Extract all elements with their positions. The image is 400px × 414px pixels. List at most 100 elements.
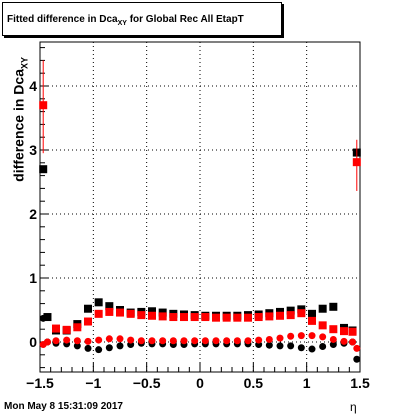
data-point-circle [116, 335, 124, 343]
data-point-circle [276, 334, 284, 342]
data-point-circle [223, 337, 231, 345]
data-point-circle [84, 337, 92, 345]
data-point-circle [148, 337, 156, 345]
data-point-circle [116, 342, 124, 350]
x-axis-label: η [350, 400, 357, 414]
data-point-circle [95, 336, 103, 344]
data-point-circle [180, 337, 188, 345]
data-point-square [352, 158, 361, 167]
data-point-circle [255, 336, 263, 344]
data-point-square [348, 327, 357, 336]
x-tick-label: 0.5 [244, 375, 264, 391]
data-point-circle [169, 337, 177, 345]
data-point-square [116, 308, 124, 317]
timestamp: Mon May 8 15:31:09 2017 [4, 401, 123, 412]
x-tick-label: 0 [196, 375, 204, 391]
y-tick-label: 2 [29, 206, 37, 222]
data-point-square [52, 324, 60, 333]
data-point-circle [127, 336, 135, 344]
y-tick-label: 4 [29, 78, 37, 94]
data-point-square [94, 298, 103, 307]
data-point-circle [73, 342, 81, 350]
data-point-square [84, 304, 92, 313]
data-point-circle [233, 337, 241, 345]
data-point-square [39, 165, 48, 174]
data-point-square [126, 309, 135, 318]
data-point-square [329, 325, 338, 334]
data-point-square [180, 313, 188, 322]
chart-title: Fitted difference in DcaXY for Global Re… [7, 14, 244, 27]
data-point-circle [276, 342, 284, 350]
data-point-circle [297, 344, 305, 352]
data-point-circle [319, 342, 327, 350]
data-point-square [244, 313, 252, 322]
data-point-square [39, 101, 48, 110]
data-point-square [308, 316, 316, 325]
data-point-square [318, 321, 327, 330]
data-point-circle [308, 332, 316, 340]
data-point-square [148, 307, 156, 316]
data-point-circle [201, 337, 209, 345]
data-point-square [73, 323, 82, 332]
data-point-square [254, 313, 263, 322]
data-point-square [286, 311, 295, 320]
data-point-square [105, 307, 114, 316]
data-point-circle [212, 337, 220, 345]
data-point-square [84, 317, 92, 326]
data-point-circle [287, 342, 295, 350]
data-point-square [265, 312, 274, 321]
data-point-circle [340, 337, 348, 345]
data-point-square [43, 313, 52, 322]
data-point-circle [349, 338, 357, 346]
y-tick-label: 0 [29, 334, 37, 350]
data-point-square [212, 313, 220, 322]
data-point-circle [137, 337, 145, 345]
data-point-circle [159, 337, 167, 345]
data-point-circle [73, 337, 81, 345]
data-point-square [329, 302, 338, 311]
data-point-circle [39, 314, 47, 322]
data-point-circle [353, 344, 361, 352]
data-point-square [340, 327, 348, 336]
data-point-square [137, 311, 146, 320]
data-point-circle [287, 332, 295, 340]
data-point-square [105, 302, 114, 311]
data-point-circle [353, 355, 361, 363]
data-point-circle [244, 337, 252, 345]
data-point-circle [52, 337, 60, 345]
y-tick-label: 1 [29, 270, 37, 286]
data-point-circle [84, 344, 92, 352]
data-point-circle [329, 335, 337, 343]
data-point-circle [191, 337, 199, 345]
data-point-circle [43, 338, 51, 346]
data-point-square [62, 325, 71, 334]
data-point-square [158, 312, 167, 321]
data-point-square [201, 313, 210, 322]
data-point-circle [329, 341, 337, 349]
x-tick-label: −1 [85, 375, 101, 391]
data-point-circle [308, 345, 316, 353]
data-point-circle [95, 346, 103, 354]
data-point-square [169, 313, 178, 322]
data-point-circle [105, 344, 113, 352]
data-point-square [286, 306, 295, 315]
data-point-circle [63, 336, 71, 344]
data-point-square [308, 309, 316, 318]
y-tick-label: 3 [29, 142, 37, 158]
x-tick-label: −1.5 [26, 375, 54, 391]
x-tick-label: 1 [303, 375, 311, 391]
data-point-square [94, 309, 103, 318]
data-point-square [276, 311, 284, 320]
data-point-circle [105, 335, 113, 343]
data-point-square [222, 313, 231, 322]
data-point-circle [265, 335, 273, 343]
data-point-square [190, 313, 199, 322]
data-point-circle [297, 332, 305, 340]
data-point-square [318, 304, 327, 313]
data-point-square [233, 313, 242, 322]
data-point-square [297, 309, 306, 318]
x-tick-label: −0.5 [133, 375, 161, 391]
data-point-square [148, 311, 156, 320]
x-tick-label: 1.5 [350, 375, 370, 391]
